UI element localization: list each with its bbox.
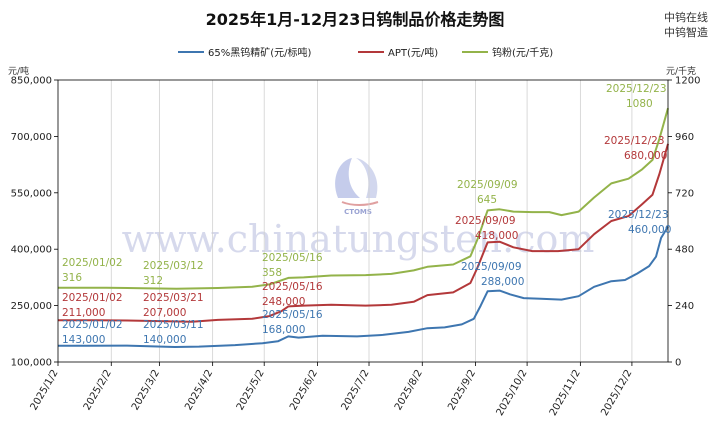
annotation-value: 418,000 <box>475 230 518 242</box>
x-tick-label: 2025/1/2 <box>29 368 61 412</box>
annotation-15: 2025/12/23 1080 <box>606 83 667 110</box>
annotation-4: 2025/09/09 288,000 <box>461 261 524 288</box>
y-right-tick-label: 1200 <box>675 76 700 87</box>
x-tick-label: 2025/7/2 <box>340 368 372 412</box>
annotation-8: 2025/05/16 248,000 <box>262 281 323 308</box>
y-right-tick-label: 480 <box>675 245 694 256</box>
left-axis-unit: 元/吨 <box>8 65 29 77</box>
annotation-1: 2025/01/02 143,000 <box>62 319 123 346</box>
watermark-logo: CTOMS <box>335 158 379 216</box>
watermark-text: www.chinatungsten.com <box>122 217 595 261</box>
y-right-tick-label: 720 <box>675 188 694 199</box>
annotation-date: 2025/09/09 <box>455 215 516 227</box>
annotation-14: 2025/09/09 645 <box>457 179 518 206</box>
annotation-2: 2025/03/11 140,000 <box>143 319 204 346</box>
annotation-value: 211,000 <box>62 307 105 319</box>
annotation-value: 207,000 <box>143 307 186 319</box>
annotation-date: 2025/12/23 <box>608 209 669 221</box>
annotation-date: 2025/09/09 <box>457 179 518 191</box>
series-line-1 <box>58 226 669 348</box>
brand-line-1: 中钨在线 <box>664 10 708 24</box>
annotation-value: 312 <box>143 275 163 287</box>
y-left-tick-label: 250,000 <box>11 301 52 312</box>
x-tick-label: 2025/11/2 <box>548 368 583 418</box>
annotation-13: 2025/05/16 358 <box>262 252 323 279</box>
series-line-2 <box>58 143 669 323</box>
annotation-date: 2025/03/12 <box>143 260 204 272</box>
brand-line-2: 中钨智造 <box>664 25 708 39</box>
plot-frame <box>57 79 669 363</box>
annotation-value: 140,000 <box>143 334 186 346</box>
watermark-logo-arc <box>341 201 379 206</box>
annotation-value: 358 <box>262 267 282 279</box>
chart-title: 2025年1月-12月23日钨制品价格走势图 <box>206 10 505 29</box>
watermark-logo-text: CTOMS <box>344 208 372 216</box>
y-right-tick-label: 240 <box>675 301 694 312</box>
x-tick-label: 2025/3/2 <box>130 368 162 412</box>
y-right-tick-label: 0 <box>675 358 681 369</box>
annotation-date: 2025/05/16 <box>262 309 323 321</box>
legend-label-2: APT(元/吨) <box>388 46 438 59</box>
y-left-tick-label: 400,000 <box>11 245 52 256</box>
annotation-value: 143,000 <box>62 334 105 346</box>
annotation-value: 680,000 <box>624 150 667 162</box>
series-layer <box>58 107 669 348</box>
right-axis-unit: 元/千克 <box>666 66 696 77</box>
annotation-value: 168,000 <box>262 324 305 336</box>
watermark-logo-leaf <box>335 158 360 198</box>
annotation-date: 2025/05/16 <box>262 252 323 264</box>
annotation-date: 2025/12/23 <box>606 83 667 95</box>
annotation-7: 2025/03/21 207,000 <box>143 292 204 319</box>
annotation-date: 2025/01/02 <box>62 257 123 269</box>
annotation-5: 2025/12/23 460,000 <box>608 209 671 236</box>
x-tick-label: 2025/8/2 <box>393 368 425 412</box>
annotation-9: 2025/09/09 418,000 <box>455 215 518 242</box>
annotation-value: 1080 <box>626 98 653 110</box>
annotation-10: 2025/12/23 680,000 <box>604 135 667 162</box>
x-tick-label: 2025/5/2 <box>235 368 267 412</box>
x-tick-label: 2025/6/2 <box>288 368 320 412</box>
y-left-tick-label: 550,000 <box>11 188 52 199</box>
legend-label-1: 65%黑钨精矿(元/标吨) <box>208 46 311 59</box>
x-tick-label: 2025/10/2 <box>495 368 530 418</box>
annotation-value: 288,000 <box>481 276 524 288</box>
annotations: 2025/01/02143,0002025/03/11140,0002025/0… <box>62 83 671 346</box>
annotation-value: 316 <box>62 272 82 284</box>
annotation-date: 2025/03/21 <box>143 292 204 304</box>
x-tick-label: 2025/9/2 <box>446 368 478 412</box>
annotation-date: 2025/03/11 <box>143 319 204 331</box>
y-left-tick-label: 100,000 <box>11 358 52 369</box>
annotation-value: 460,000 <box>628 224 671 236</box>
annotation-date: 2025/12/23 <box>604 135 665 147</box>
y-left-tick-label: 850,000 <box>11 76 52 87</box>
annotation-value: 645 <box>477 194 497 206</box>
annotation-date: 2025/05/16 <box>262 281 323 293</box>
x-tick-label: 2025/12/2 <box>599 368 634 418</box>
annotation-date: 2025/01/02 <box>62 319 123 331</box>
series-line-3 <box>58 107 669 290</box>
annotation-11: 2025/01/02 316 <box>62 257 123 284</box>
watermark-logo-leaf <box>356 158 378 198</box>
x-tick-label: 2025/4/2 <box>183 368 215 412</box>
y-right-tick-label: 960 <box>675 132 694 143</box>
annotation-6: 2025/01/02 211,000 <box>62 292 123 319</box>
x-tick-label: 2025/2/2 <box>82 368 114 412</box>
y-left-tick-label: 700,000 <box>11 132 52 143</box>
legend: 65%黑钨精矿(元/标吨) APT(元/吨) 钨粉(元/千克) <box>178 46 553 59</box>
annotation-3: 2025/05/16 168,000 <box>262 309 323 336</box>
annotation-value: 248,000 <box>262 296 305 308</box>
annotation-date: 2025/09/09 <box>461 261 522 273</box>
annotation-date: 2025/01/02 <box>62 292 123 304</box>
legend-label-3: 钨粉(元/千克) <box>492 46 553 59</box>
annotation-12: 2025/03/12 312 <box>143 260 204 287</box>
